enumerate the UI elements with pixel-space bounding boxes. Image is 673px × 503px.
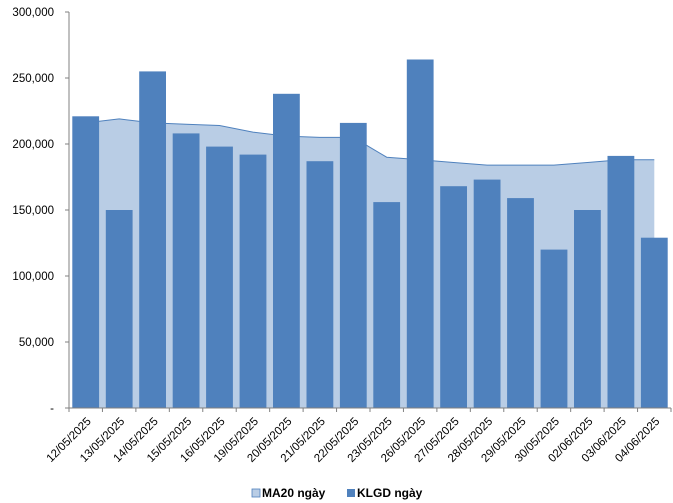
y-tick-label: 50,000	[19, 337, 54, 349]
legend-label-ma20: MA20 ngày	[262, 486, 326, 500]
bar-klgd-03/06/2025	[607, 155, 635, 408]
y-tick-label: 100,000	[12, 271, 54, 283]
y-tick-label: -	[50, 403, 54, 415]
legend-swatch-klgd	[347, 489, 355, 497]
bar-klgd-19/05/2025	[239, 154, 267, 408]
bar-klgd-16/05/2025	[206, 146, 233, 408]
bar-klgd-26/05/2025	[406, 59, 434, 408]
bar-klgd-04/06/2025	[640, 237, 668, 408]
ma20-area	[85, 118, 655, 409]
legend-label-klgd: KLGD ngày	[357, 486, 423, 500]
bar-klgd-13/05/2025	[105, 210, 133, 408]
bar-layer	[72, 59, 668, 409]
bar-klgd-22/05/2025	[339, 122, 367, 409]
bar-klgd-23/05/2025	[373, 202, 401, 408]
y-tick-label: 150,000	[12, 205, 54, 217]
bar-klgd-29/05/2025	[507, 198, 534, 408]
bar-klgd-30/05/2025	[540, 249, 568, 408]
bar-klgd-21/05/2025	[306, 161, 334, 408]
bar-klgd-14/05/2025	[139, 71, 166, 409]
bar-klgd-15/05/2025	[172, 133, 200, 408]
bar-klgd-28/05/2025	[473, 179, 501, 408]
ma20-area-layer	[85, 118, 655, 409]
legend-swatch-ma20	[251, 488, 261, 498]
bar-klgd-02/06/2025	[574, 210, 601, 408]
bar-klgd-12/05/2025	[72, 116, 100, 409]
y-tick-label: 200,000	[12, 139, 54, 151]
ma20-line	[85, 118, 655, 166]
bar-klgd-27/05/2025	[440, 186, 467, 408]
y-tick-label: 250,000	[12, 73, 54, 85]
bar-klgd-20/05/2025	[273, 93, 300, 409]
y-tick-label: 300,000	[12, 7, 54, 19]
legend: MA20 ngày KLGD ngày	[251, 486, 423, 500]
